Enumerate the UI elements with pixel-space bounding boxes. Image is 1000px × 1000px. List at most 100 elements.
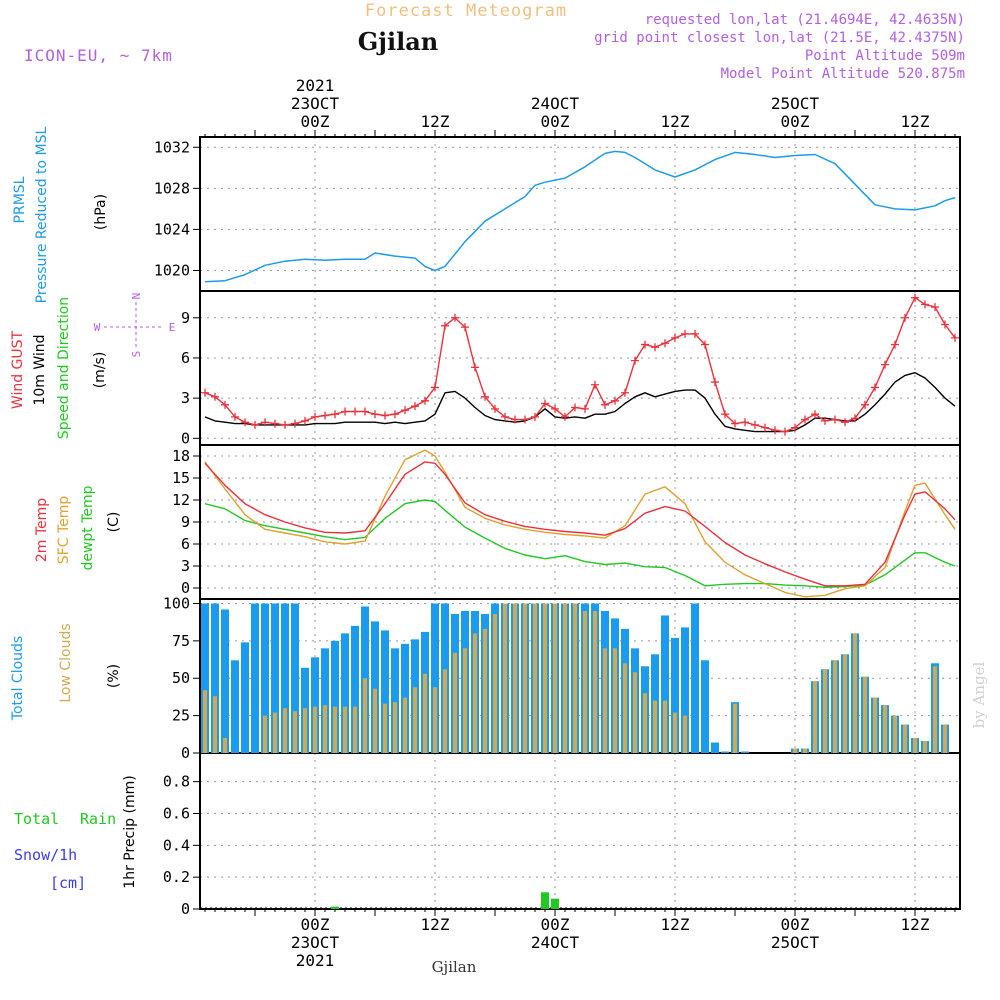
- gust-marker: [841, 418, 849, 427]
- wind-gust-label: Wind GUST: [10, 330, 26, 409]
- total-cloud-bar: [381, 630, 389, 753]
- gust-marker: [311, 412, 319, 421]
- time-label-bottom: 00Z: [301, 915, 330, 934]
- gust-marker: [321, 411, 329, 420]
- wind-10m-label: 10m Wind: [32, 334, 48, 405]
- gust-marker: [221, 400, 229, 409]
- low-cloud-bar: [613, 648, 617, 753]
- low-cloud-bar: [493, 613, 497, 753]
- low-cloud-bar: [393, 702, 397, 753]
- low-cloud-bar: [413, 687, 417, 753]
- low-cloud-bar: [533, 603, 537, 753]
- low-cloud-bar: [473, 633, 477, 753]
- precip-total-label: Total: [14, 810, 59, 828]
- gust-marker: [581, 404, 589, 413]
- gust-marker: [951, 333, 959, 342]
- gust-marker: [741, 418, 749, 427]
- compass-w: W: [94, 321, 101, 334]
- low-cloud-bar: [673, 712, 677, 753]
- y-tick-label: 15: [172, 469, 190, 487]
- low-cloud-bar: [403, 697, 407, 753]
- y-tick-label: 1024: [154, 220, 190, 238]
- low-cloud-bar: [263, 715, 267, 753]
- gust-marker: [771, 426, 779, 435]
- gust-marker: [811, 410, 819, 419]
- low-cloud-bar: [283, 708, 287, 753]
- time-label-top: 00Z: [541, 112, 570, 131]
- low-cloud-bar: [543, 603, 547, 753]
- total-clouds-label: Total Clouds: [10, 636, 26, 721]
- low-cloud-bar: [893, 715, 897, 753]
- gust-marker: [451, 313, 459, 322]
- precip-unit-label: 1hr Precip (mm): [122, 775, 138, 888]
- gust-marker: [251, 420, 259, 429]
- low-cloud-bar: [633, 672, 637, 753]
- gust-marker: [761, 423, 769, 432]
- low-cloud-bar: [293, 711, 297, 753]
- low-clouds-label: Low Clouds: [58, 623, 74, 702]
- y-tick-label: 25: [172, 707, 190, 725]
- gust-marker: [651, 343, 659, 352]
- gust-marker: [271, 419, 279, 428]
- time-label-top: 00Z: [301, 112, 330, 131]
- gust-marker: [691, 329, 699, 338]
- y-tick-label: 12: [172, 491, 190, 509]
- low-cloud-bar: [933, 666, 937, 753]
- time-label-bottom: 00Z: [541, 915, 570, 934]
- gust-marker: [641, 340, 649, 349]
- low-cloud-bar: [793, 748, 797, 753]
- time-label-top: 00Z: [781, 112, 810, 131]
- pressure-label-msl: Pressure Reduced to MSL: [34, 126, 50, 303]
- time-label-bottom: 2021: [296, 951, 335, 970]
- gust-marker: [611, 396, 619, 405]
- time-label-bottom: 23OCT: [291, 933, 340, 952]
- time-label-top: 12Z: [421, 112, 450, 131]
- y-tick-label: 0.6: [163, 804, 190, 822]
- low-cloud-bar: [453, 652, 457, 753]
- low-cloud-bar: [463, 648, 467, 753]
- gust-marker: [441, 321, 449, 330]
- y-tick-label: 50: [172, 669, 190, 687]
- low-cloud-bar: [513, 603, 517, 753]
- low-cloud-bar: [883, 705, 887, 753]
- gust-marker: [591, 380, 599, 389]
- gust-marker: [631, 356, 639, 365]
- total-cloud-bar: [281, 603, 289, 753]
- total-cloud-bar: [341, 633, 349, 753]
- total-cloud-bar: [681, 627, 689, 753]
- gust-marker: [471, 363, 479, 372]
- gust-marker: [571, 403, 579, 412]
- low-cloud-bar: [423, 673, 427, 753]
- low-cloud-bar: [353, 706, 357, 753]
- snow-label: Snow/1h: [14, 846, 77, 864]
- gust-marker: [791, 423, 799, 432]
- low-cloud-bar: [873, 697, 877, 753]
- low-cloud-bar: [813, 681, 817, 753]
- total-cloud-bar: [271, 603, 279, 753]
- total-cloud-bar: [671, 637, 679, 753]
- time-label-top: 2021: [296, 76, 335, 95]
- low-cloud-bar: [203, 690, 207, 753]
- low-cloud-bar: [643, 693, 647, 753]
- compass-n: N: [130, 293, 143, 300]
- gust-marker: [831, 415, 839, 424]
- temp-sfc-label: SFC Temp: [56, 496, 72, 565]
- grid-point-coords: grid point closest lon,lat (21.5E, 42.43…: [594, 30, 965, 46]
- total-cloud-bar: [261, 603, 269, 753]
- y-tick-label: 6: [181, 535, 190, 553]
- gust-marker: [781, 427, 789, 436]
- temp-unit-label: (C): [106, 512, 122, 533]
- total-cloud-bar: [201, 603, 209, 753]
- total-cloud-bar: [711, 742, 719, 753]
- rain-bar: [541, 892, 549, 909]
- gust-marker: [731, 419, 739, 428]
- y-tick-label: 0: [181, 429, 190, 447]
- gust-marker: [261, 418, 269, 427]
- gust-marker: [861, 400, 869, 409]
- low-cloud-bar: [363, 678, 367, 753]
- low-cloud-bar: [913, 738, 917, 753]
- pressure-label-prmsl: PRMSL: [12, 176, 28, 223]
- gust-marker: [211, 392, 219, 401]
- low-cloud-bar: [683, 715, 687, 753]
- low-cloud-bar: [323, 705, 327, 753]
